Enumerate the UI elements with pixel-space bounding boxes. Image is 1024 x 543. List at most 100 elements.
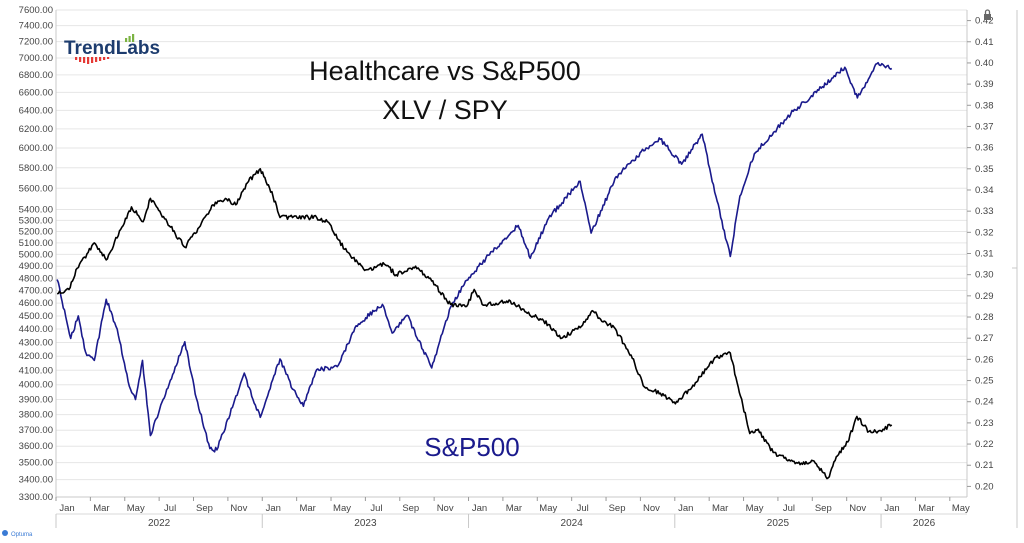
x-year-label: 2025 xyxy=(767,518,790,529)
right-tick-label: 0.41 xyxy=(975,37,994,48)
left-tick-label: 3500.00 xyxy=(19,458,53,469)
right-tick-label: 0.39 xyxy=(975,79,994,90)
x-month-label: May xyxy=(952,503,970,514)
left-tick-label: 6000.00 xyxy=(19,143,53,154)
brand-bars-up-icon xyxy=(125,34,135,42)
brand-bar-down xyxy=(87,57,90,64)
left-tick-label: 4100.00 xyxy=(19,365,53,376)
left-tick-label: 7200.00 xyxy=(19,37,53,48)
right-tick-label: 0.31 xyxy=(975,249,994,260)
x-month-label: Nov xyxy=(437,503,454,514)
right-tick-label: 0.29 xyxy=(975,291,994,302)
brand-bar-down xyxy=(91,57,94,63)
left-tick-label: 7000.00 xyxy=(19,53,53,64)
brand-logo: TrendLabs xyxy=(64,34,160,64)
right-axis-ticks: 0.42 0.41 0.40 0.39 0.38 0.37 0.36 0.35 0.34 0.33… xyxy=(967,16,994,492)
series xyxy=(56,61,893,480)
right-tick-label: 0.26 xyxy=(975,354,994,365)
x-month-label: Jul xyxy=(577,503,589,514)
left-tick-label: 5100.00 xyxy=(19,238,53,249)
right-tick-label: 0.37 xyxy=(975,121,994,132)
right-tick-label: 0.24 xyxy=(975,397,994,408)
x-month-label: Mar xyxy=(918,503,934,514)
right-tick-label: 0.38 xyxy=(975,100,994,111)
lock-icon[interactable] xyxy=(984,9,991,20)
x-month-label: Nov xyxy=(230,503,247,514)
x-month-label: Jul xyxy=(783,503,795,514)
left-tick-label: 5400.00 xyxy=(19,205,53,216)
spx-line xyxy=(56,61,893,453)
left-tick-label: 4500.00 xyxy=(19,311,53,322)
chart-subtitle: XLV / SPY xyxy=(382,95,508,125)
left-tick-label: 6400.00 xyxy=(19,105,53,116)
right-tick-label: 0.32 xyxy=(975,227,994,238)
optuma-label: Optuma xyxy=(11,532,33,538)
x-year-label: 2022 xyxy=(148,518,171,529)
brand-bar-down xyxy=(83,57,86,63)
right-tick-label: 0.28 xyxy=(975,312,994,323)
x-month-label: Sep xyxy=(196,503,213,514)
x-month-label: Sep xyxy=(815,503,832,514)
x-year-label: 2026 xyxy=(913,518,936,529)
right-tick-label: 0.20 xyxy=(975,481,994,492)
brand-bar-down xyxy=(95,57,98,62)
x-month-label: Nov xyxy=(849,503,866,514)
right-tick-label: 0.35 xyxy=(975,164,994,175)
x-axis-ticks: Jan Mar May Jul Sep Nov Jan Mar May Jul Sep Nov Jan M… xyxy=(55,497,970,529)
left-tick-label: 4700.00 xyxy=(19,286,53,297)
left-tick-label: 3900.00 xyxy=(19,394,53,405)
left-tick-label: 4200.00 xyxy=(19,351,53,362)
left-tick-label: 4600.00 xyxy=(19,298,53,309)
optuma-footer: Optuma xyxy=(2,530,33,538)
x-month-label: Mar xyxy=(93,503,109,514)
left-tick-label: 6200.00 xyxy=(19,124,53,135)
right-tick-label: 0.40 xyxy=(975,58,994,69)
brand-name: TrendLabs xyxy=(64,38,160,59)
brand-bar-down xyxy=(107,57,110,59)
brand-bar-up xyxy=(125,38,128,42)
x-month-label: Jan xyxy=(472,503,487,514)
spx-series-label: S&P500 xyxy=(424,432,519,462)
right-tick-label: 0.25 xyxy=(975,376,994,387)
left-tick-label: 5000.00 xyxy=(19,249,53,260)
left-tick-label: 3300.00 xyxy=(19,492,53,503)
x-month-label: May xyxy=(539,503,557,514)
left-tick-label: 4900.00 xyxy=(19,261,53,272)
left-tick-label: 6800.00 xyxy=(19,70,53,81)
brand-bar-down xyxy=(79,57,82,62)
x-month-label: Sep xyxy=(609,503,626,514)
left-tick-label: 4800.00 xyxy=(19,273,53,284)
brand-bar-up xyxy=(128,36,131,42)
x-month-label: Jan xyxy=(678,503,693,514)
right-tick-label: 0.22 xyxy=(975,439,994,450)
brand-bar-down xyxy=(103,57,106,60)
right-tick-label: 0.21 xyxy=(975,460,994,471)
right-tick-label: 0.30 xyxy=(975,270,994,281)
x-month-label: Jan xyxy=(59,503,74,514)
left-tick-label: 7600.00 xyxy=(19,5,53,16)
right-tick-label: 0.33 xyxy=(975,206,994,217)
grid xyxy=(56,9,967,498)
left-tick-label: 4000.00 xyxy=(19,380,53,391)
x-month-label: Jul xyxy=(370,503,382,514)
left-tick-label: 4400.00 xyxy=(19,324,53,335)
right-tick-label: 0.27 xyxy=(975,333,994,344)
right-tick-label: 0.42 xyxy=(975,16,994,27)
x-month-label: Mar xyxy=(299,503,315,514)
left-tick-label: 3600.00 xyxy=(19,441,53,452)
left-tick-label: 3700.00 xyxy=(19,425,53,436)
chart-title: Healthcare vs S&P500 xyxy=(309,56,581,86)
right-tick-label: 0.34 xyxy=(975,185,994,196)
left-tick-label: 4300.00 xyxy=(19,337,53,348)
x-month-label: Sep xyxy=(402,503,419,514)
left-axis-ticks: 7600.00 7400.00 7200.00 7000.00 6800.00 6600.… xyxy=(19,5,53,503)
xlv-spy-ratio-line xyxy=(56,168,893,480)
left-tick-label: 3800.00 xyxy=(19,410,53,421)
x-month-label: Jan xyxy=(884,503,899,514)
left-tick-label: 5800.00 xyxy=(19,163,53,174)
left-tick-label: 6600.00 xyxy=(19,87,53,98)
brand-bar-up xyxy=(132,34,135,42)
optuma-icon xyxy=(2,530,8,536)
